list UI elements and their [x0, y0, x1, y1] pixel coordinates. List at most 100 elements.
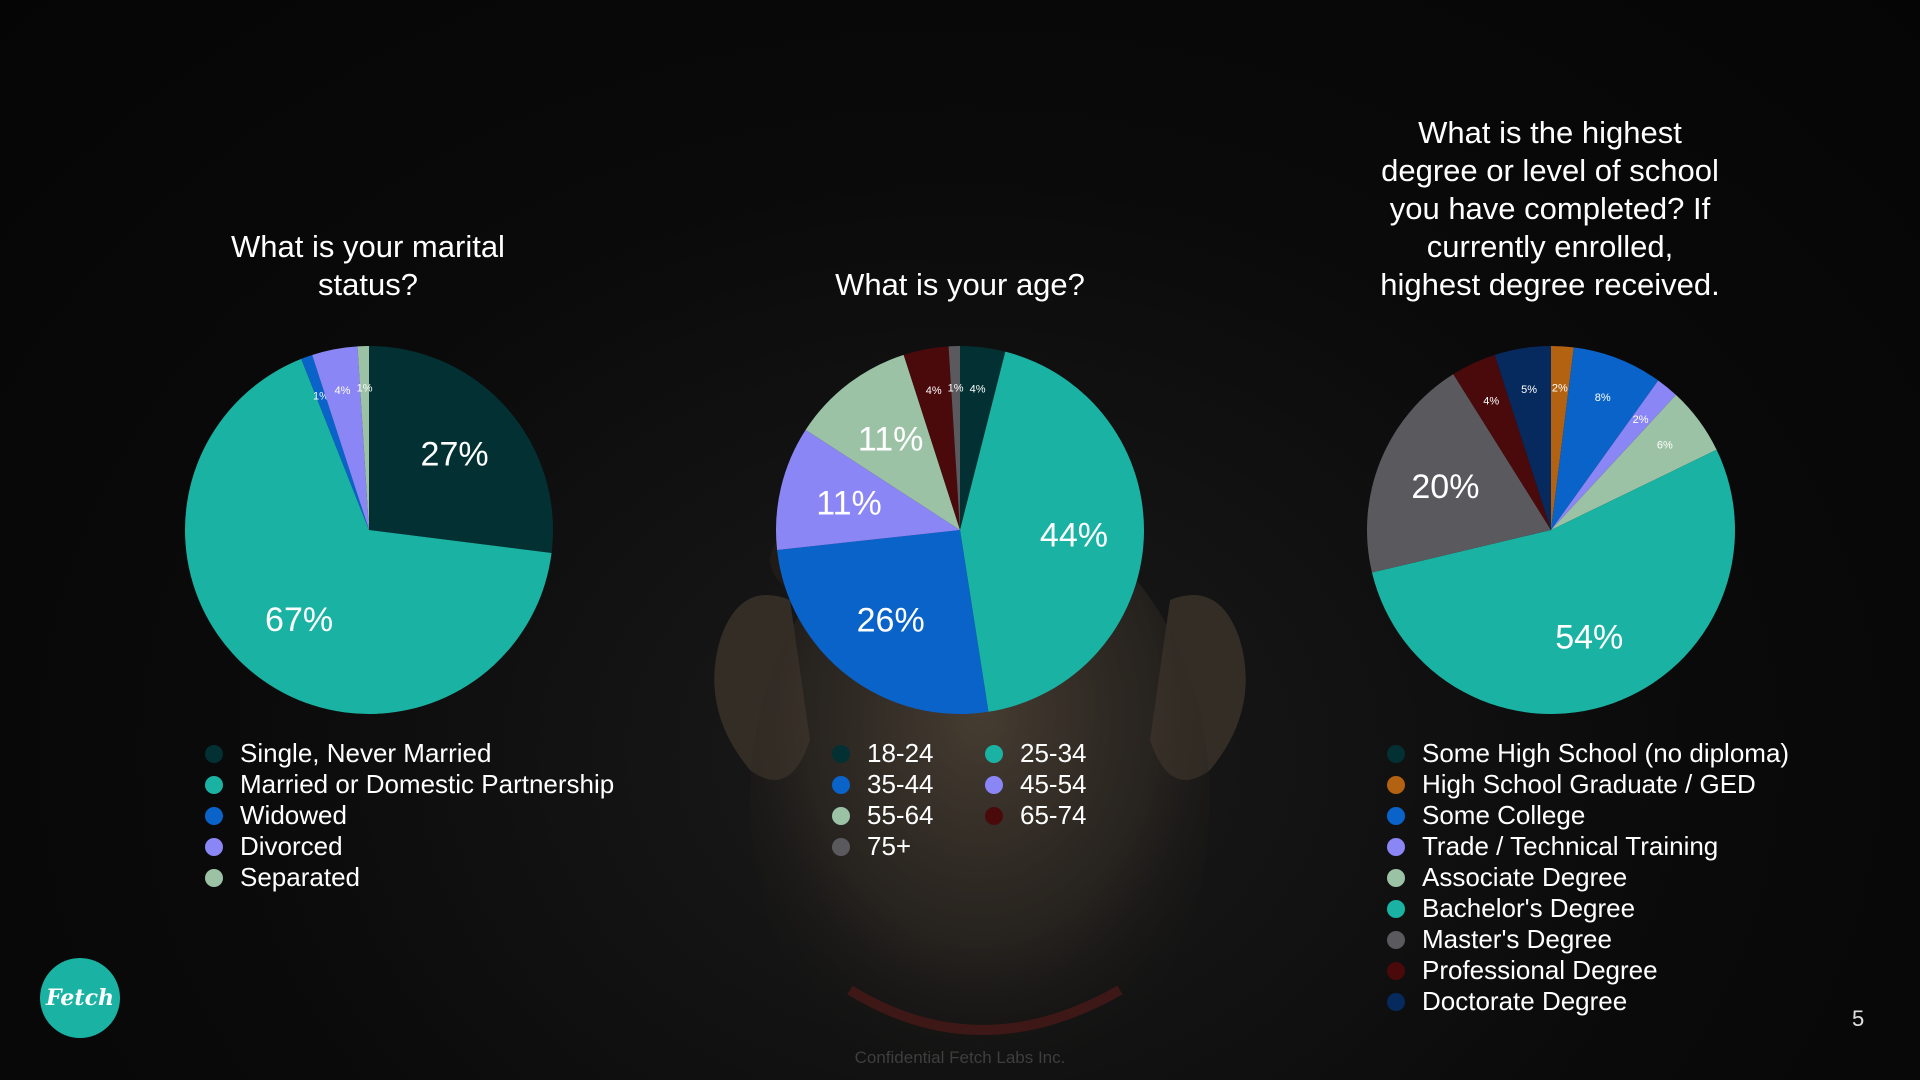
education-chart-title: What is the highest degree or level of s… — [1380, 115, 1720, 302]
pie-slice — [1367, 374, 1551, 573]
slice-label: 11% — [858, 420, 924, 458]
legend-label: Some College — [1422, 800, 1586, 830]
slice-label: 2% — [1633, 414, 1649, 426]
legend-item: Widowed — [205, 800, 614, 831]
pie-slice — [805, 354, 960, 530]
pie-slice — [1494, 346, 1551, 530]
legend-label: 45-54 — [1020, 769, 1087, 799]
pie-slice — [960, 351, 1144, 712]
pie-slice — [777, 530, 989, 714]
legend-swatch — [832, 775, 850, 794]
legend-item: Married or Domestic Partnership — [205, 769, 614, 800]
legend-swatch — [1387, 930, 1405, 949]
legend-item: Some High School (no diploma) — [1387, 738, 1789, 769]
legend-label: Bachelor's Degree — [1422, 893, 1636, 923]
legend-item: 35-44 — [832, 769, 934, 800]
slice-label: 44% — [1040, 516, 1108, 554]
pie-slice — [1551, 347, 1659, 530]
pie-slice — [357, 346, 369, 530]
pie-slice — [369, 346, 553, 554]
legend-swatch — [205, 775, 223, 794]
legend-swatch — [205, 806, 223, 825]
marital-pie-chart: 27%67%1% 4% 1% — [185, 346, 553, 714]
legend-swatch — [832, 837, 850, 856]
legend-item: 75+ — [832, 831, 934, 862]
legend-swatch — [1387, 899, 1405, 918]
marital-chart-title: What is your marital status? — [231, 229, 505, 302]
education-legend: Some High School (no diploma) High School… — [1387, 738, 1789, 1017]
legend-swatch — [205, 868, 223, 887]
marital-legend: Single, Never Married Married or Domestic… — [205, 738, 614, 893]
legend-item: 65-74 — [985, 800, 1087, 831]
legend-swatch — [205, 837, 223, 856]
legend-item: 55-64 — [832, 800, 934, 831]
legend-swatch — [985, 775, 1003, 794]
legend-item: Master's Degree — [1387, 924, 1789, 955]
pie-slice — [1551, 346, 1574, 530]
age-chart-title: What is your age? — [835, 267, 1085, 302]
education-pie-chart: 2% 8% 2% 6% 54% 20% 4% 5% — [1367, 346, 1735, 714]
legend-swatch — [1387, 837, 1405, 856]
legend-label: Single, Never Married — [240, 738, 492, 768]
legend-swatch — [985, 806, 1003, 825]
slice-label: 4% — [1483, 396, 1499, 408]
slice-label: 26% — [857, 602, 925, 640]
slice-label: 1% — [357, 382, 373, 394]
legend-label: 18-24 — [867, 738, 934, 768]
legend-label: Married or Domestic Partnership — [240, 769, 615, 799]
fetch-logo-text: Fetch — [46, 985, 114, 1011]
legend-swatch — [1387, 744, 1405, 763]
legend-label: 75+ — [867, 831, 912, 861]
legend-swatch — [985, 744, 1003, 763]
pie-slice — [185, 358, 552, 714]
legend-label: Separated — [240, 862, 360, 892]
slice-label: 4% — [926, 385, 942, 397]
legend-label: 25-34 — [1020, 738, 1087, 768]
legend-label: 35-44 — [867, 769, 934, 799]
legend-item: 18-24 — [832, 738, 934, 769]
slice-label: 2% — [1552, 383, 1568, 395]
legend-swatch — [832, 744, 850, 763]
fetch-logo: Fetch — [40, 958, 120, 1038]
legend-item: Professional Degree — [1387, 955, 1789, 986]
slice-label: 54% — [1555, 618, 1623, 656]
slice-label: 6% — [1657, 440, 1673, 452]
legend-label: Some High School (no diploma) — [1422, 738, 1790, 768]
pie-slice — [1453, 354, 1551, 530]
legend-swatch — [832, 806, 850, 825]
pie-slice — [1551, 380, 1676, 530]
legend-swatch — [1387, 806, 1405, 825]
slice-label: 5% — [1521, 384, 1537, 396]
legend-swatch — [1387, 868, 1405, 887]
legend-item: High School Graduate / GED — [1387, 769, 1789, 800]
age-legend-col2: 25-34 45-54 65-74 — [985, 738, 1087, 831]
slice-label: 4% — [334, 385, 350, 397]
legend-label: Trade / Technical Training — [1422, 831, 1719, 861]
pie-slice — [312, 346, 369, 530]
pie-slice — [960, 346, 1006, 530]
legend-label: Doctorate Degree — [1422, 986, 1628, 1016]
legend-label: Widowed — [240, 800, 347, 830]
legend-label: High School Graduate / GED — [1422, 769, 1756, 799]
legend-item: Bachelor's Degree — [1387, 893, 1789, 924]
pie-slice — [301, 355, 369, 530]
legend-item: 25-34 — [985, 738, 1087, 769]
slice-label: 67% — [265, 601, 333, 639]
legend-item: Doctorate Degree — [1387, 986, 1789, 1017]
legend-item: Trade / Technical Training — [1387, 831, 1789, 862]
pie-slice — [776, 429, 960, 550]
slice-label: 20% — [1411, 468, 1479, 506]
pie-slice — [1551, 394, 1717, 530]
age-legend-col1: 18-24 35-44 55-64 75+ — [832, 738, 934, 862]
pie-slice — [903, 346, 960, 530]
legend-label: 55-64 — [867, 800, 934, 830]
legend-label: Divorced — [240, 831, 343, 861]
legend-label: Professional Degree — [1422, 955, 1658, 985]
legend-swatch — [205, 744, 223, 763]
slice-label: 4% — [970, 383, 986, 395]
legend-item: Divorced — [205, 831, 614, 862]
legend-item: Some College — [1387, 800, 1789, 831]
legend-item: Single, Never Married — [205, 738, 614, 769]
legend-item: Separated — [205, 862, 614, 893]
slice-label: 27% — [421, 436, 489, 474]
